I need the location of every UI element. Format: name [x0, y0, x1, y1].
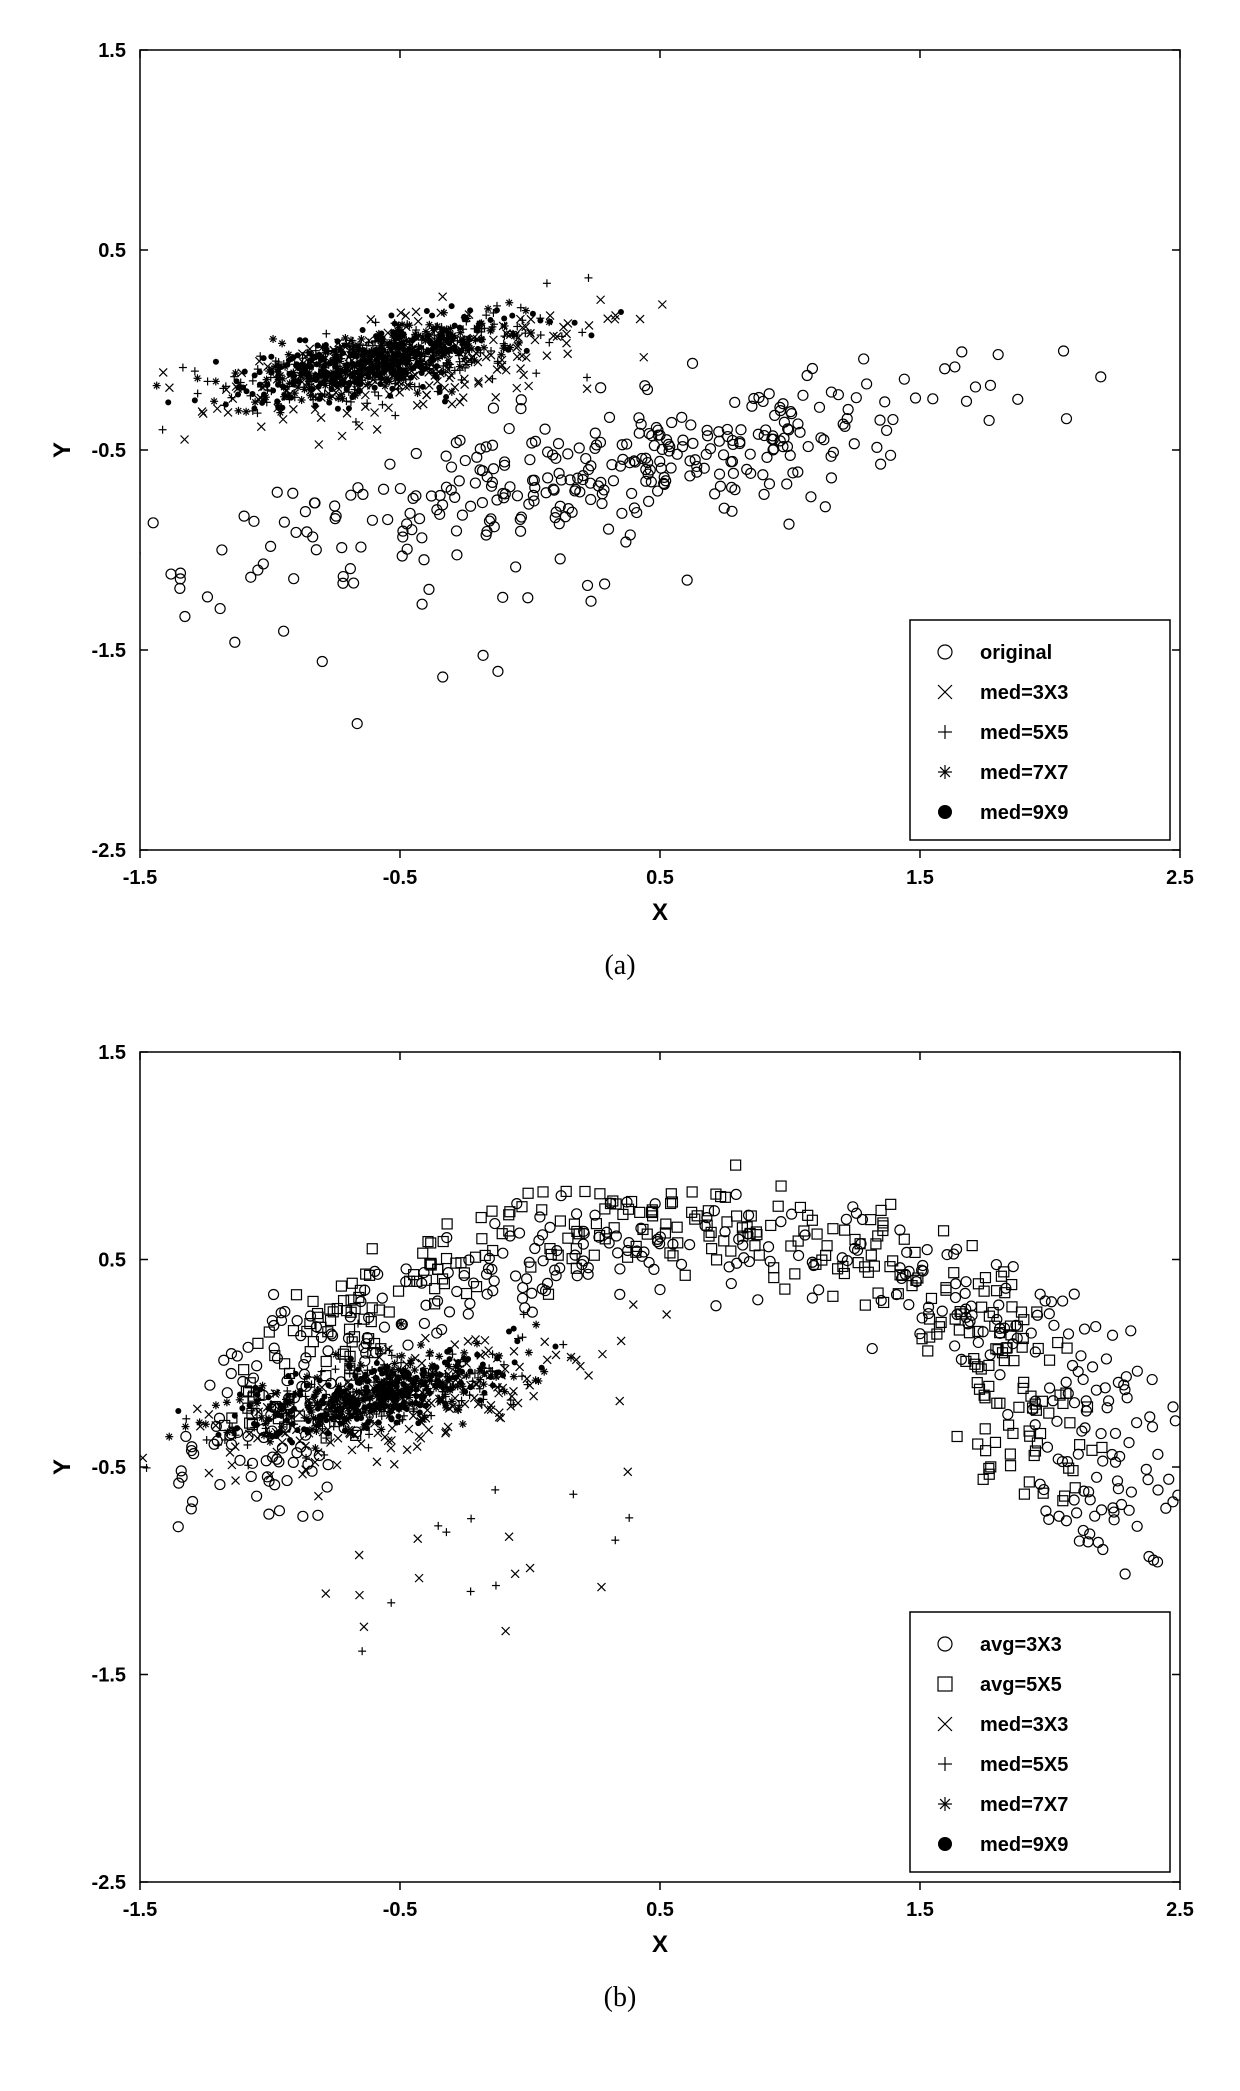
- scatter-chart-a: -1.5 -0.5 0.5 1.5 2.5 -2.5 -1.5 -0.5 0.5 1.5 X Yori…: [20, 20, 1220, 940]
- svg-text:-1.5: -1.5: [92, 640, 126, 662]
- svg-text:-2.5: -2.5: [92, 840, 126, 862]
- svg-text:-1.5: -1.5: [123, 1899, 157, 1921]
- svg-text:1.5: 1.5: [98, 1042, 126, 1064]
- scatter-chart-b: -1.5-0.50.51.52.5-2.5-1.5-0.50.51.5XYavg…: [20, 1022, 1220, 1972]
- subplot-a-wrapper: -1.5 -0.5 0.5 1.5 2.5 -2.5 -1.5 -0.5 0.5 1.5 X Yori…: [20, 20, 1220, 982]
- svg-text:-0.5: -0.5: [92, 1457, 126, 1479]
- svg-text:0.5: 0.5: [98, 1250, 126, 1272]
- svg-text:-0.5: -0.5: [92, 440, 126, 462]
- svg-text:Y: Y: [49, 1459, 76, 1475]
- svg-text:1.5: 1.5: [906, 867, 934, 889]
- svg-text:0.5: 0.5: [646, 1899, 674, 1921]
- svg-text:-0.5: -0.5: [383, 867, 417, 889]
- svg-text:1.5: 1.5: [98, 40, 126, 62]
- svg-text:0.5: 0.5: [98, 240, 126, 262]
- svg-text:med=7X7: med=7X7: [980, 762, 1068, 784]
- svg-text:-0.5: -0.5: [383, 1899, 417, 1921]
- svg-text:X: X: [652, 899, 668, 926]
- svg-text:original: original: [980, 642, 1052, 664]
- svg-text:-1.5: -1.5: [123, 867, 157, 889]
- svg-text:2.5: 2.5: [1166, 1899, 1194, 1921]
- svg-text:-2.5: -2.5: [92, 1872, 126, 1894]
- subplot-a-label: (a): [20, 950, 1220, 982]
- svg-text:-1.5: -1.5: [92, 1665, 126, 1687]
- subplot-b-wrapper: -1.5-0.50.51.52.5-2.5-1.5-0.50.51.5XYavg…: [20, 1022, 1220, 2014]
- svg-text:med=9X9: med=9X9: [980, 802, 1068, 824]
- svg-text:1.5: 1.5: [906, 1899, 934, 1921]
- svg-text:med=5X5: med=5X5: [980, 722, 1068, 744]
- svg-text:med=3X3: med=3X3: [980, 682, 1068, 704]
- svg-text:0.5: 0.5: [646, 867, 674, 889]
- subplot-b-label: (b): [20, 1982, 1220, 2014]
- svg-text:X: X: [652, 1931, 668, 1958]
- svg-text:Y: Y: [49, 442, 76, 458]
- svg-text:2.5: 2.5: [1166, 867, 1194, 889]
- figure-container: -1.5 -0.5 0.5 1.5 2.5 -2.5 -1.5 -0.5 0.5 1.5 X Yori…: [20, 20, 1220, 2014]
